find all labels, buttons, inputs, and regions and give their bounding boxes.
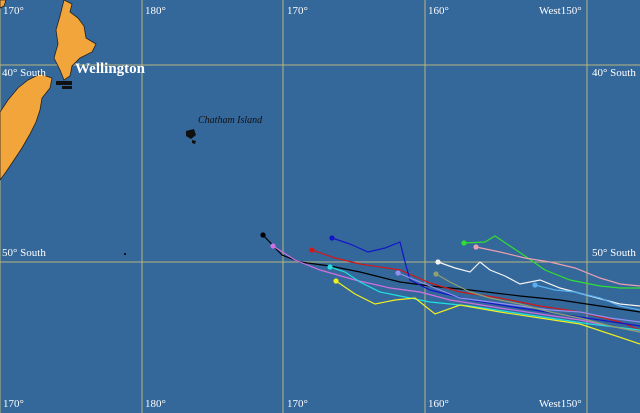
float-track-8 [397, 272, 640, 323]
new-zealand-land [0, 0, 97, 181]
lon-label-top-150w: West150° [539, 5, 582, 17]
lon-label-bottom-170w: 170° [287, 398, 308, 410]
lon-label-bottom-170e: 170° [3, 398, 24, 410]
float-track-9 [435, 273, 640, 333]
float-start-marker-2 [270, 243, 276, 249]
island-label-chatham: Chatham Island [198, 115, 263, 126]
south-island [0, 73, 53, 181]
float-start-marker-12 [532, 282, 538, 288]
float-start-marker-6 [333, 278, 339, 284]
float-track-11 [475, 246, 640, 287]
float-track-3 [311, 249, 640, 331]
lat-label-right-50s: 50° South [592, 247, 636, 259]
lon-label-bottom-180: 180° [145, 398, 166, 410]
float-track-2 [272, 245, 640, 333]
float-start-marker-11 [473, 244, 479, 250]
lat-label-left-40s: 40° South [2, 67, 46, 79]
north-island-tip [0, 0, 7, 9]
lat-label-right-40s: 40° South [592, 67, 636, 79]
float-start-marker-8 [395, 270, 401, 276]
lon-label-top-160w: 160° [428, 5, 449, 17]
float-start-marker-1 [260, 232, 266, 238]
float-start-marker-10 [461, 240, 467, 246]
float-start-marker-7 [435, 259, 441, 265]
float-start-marker-3 [309, 247, 315, 253]
lon-label-top-180: 180° [145, 5, 166, 17]
float-start-marker-4 [329, 235, 335, 241]
float-track-6 [335, 280, 640, 345]
north-island [53, 0, 97, 81]
lon-label-bottom-160w: 160° [428, 398, 449, 410]
float-start-marker-5 [327, 264, 333, 270]
cook-strait-marker [56, 81, 72, 89]
float-track-12 [534, 284, 640, 311]
float-start-marker-9 [433, 271, 439, 277]
city-label-wellington: Wellington [75, 61, 146, 77]
float-track-10 [463, 235, 640, 289]
chatham-island-shape [186, 129, 196, 144]
lat-label-left-50s: 50° South [2, 247, 46, 259]
lon-label-top-170w: 170° [287, 5, 308, 17]
lon-label-top-170e: 170° [3, 5, 24, 17]
small-islet [124, 253, 126, 255]
lon-label-bottom-150w: West150° [539, 398, 582, 410]
float-track-5 [329, 266, 640, 331]
float-tracks [260, 232, 640, 345]
